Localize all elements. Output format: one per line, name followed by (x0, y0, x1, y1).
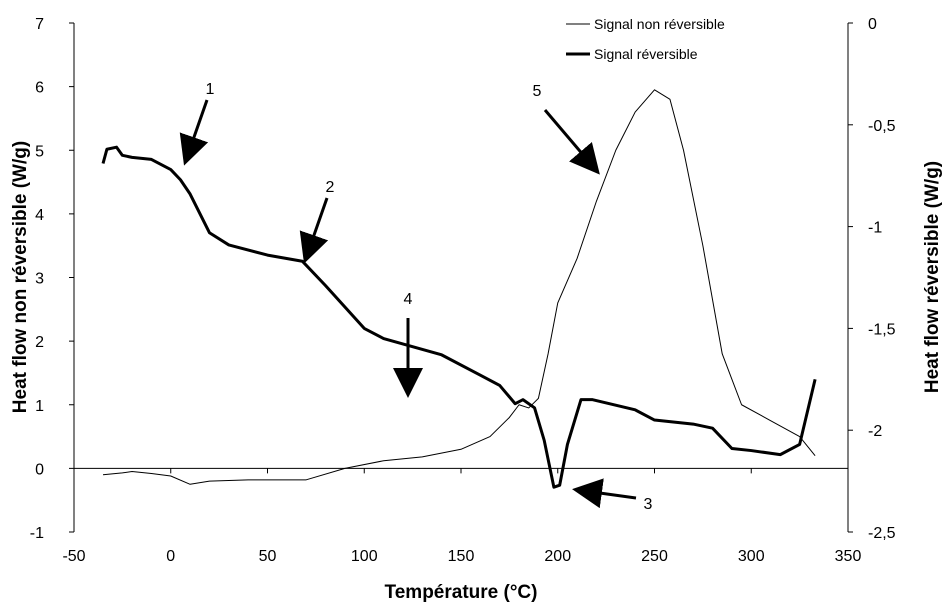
x-tick-label: 250 (641, 548, 668, 565)
y-tick-label: 6 (35, 80, 44, 97)
legend-label: Signal non réversible (594, 16, 725, 32)
y-tick-label: -1 (30, 525, 44, 542)
y2-tick-label: -1,5 (868, 321, 896, 338)
arrow (572, 478, 637, 509)
annotation: 4 (404, 291, 413, 308)
y-axis-title: Heat flow non réversible (W/g) (10, 141, 31, 413)
y-tick-label: 7 (35, 16, 44, 33)
legend-label: Signal réversible (594, 46, 698, 62)
x-tick-label: 50 (259, 548, 277, 565)
y-tick-label: 5 (35, 143, 44, 160)
arrow (543, 109, 600, 175)
y2-tick-label: -2 (868, 423, 882, 440)
series-line (101, 145, 817, 489)
arrow (299, 197, 329, 264)
arrow (179, 99, 209, 166)
x-tick-label: 150 (448, 548, 475, 565)
x-axis-title: Température (°C) (385, 582, 538, 603)
y2-tick-label: -2,5 (868, 525, 896, 542)
y-tick-label: 4 (35, 207, 44, 224)
y2-tick-label: -1 (868, 220, 882, 237)
y-tick-label: 1 (35, 398, 44, 415)
y2-axis-title: Heat flow réversible (W/g) (922, 161, 943, 393)
y-tick-label: 0 (35, 461, 44, 478)
series-line (102, 89, 816, 485)
x-tick-label: 200 (544, 548, 571, 565)
x-tick-label: 300 (738, 548, 765, 565)
annotation-arrows (179, 99, 637, 509)
x-tick-label: -50 (62, 548, 85, 565)
y-tick-label: 2 (35, 334, 44, 351)
x-tick-label: 100 (351, 548, 378, 565)
y-tick-label: 3 (35, 271, 44, 288)
annotation: 2 (326, 179, 335, 196)
x-tick-label: 350 (835, 548, 862, 565)
annotation: 3 (644, 496, 653, 513)
annotation: 1 (206, 81, 215, 98)
annotation: 5 (533, 83, 542, 100)
y2-tick-label: -0,5 (868, 118, 896, 135)
x-tick-label: 0 (166, 548, 175, 565)
y2-tick-label: 0 (868, 16, 877, 33)
